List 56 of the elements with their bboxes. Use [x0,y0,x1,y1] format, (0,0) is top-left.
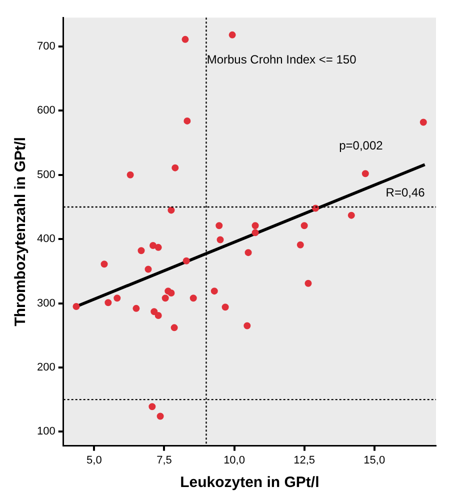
point [132,304,140,312]
x-tick-label: 7,5 [156,454,172,466]
annotation: Morbus Crohn Index <= 150 [206,52,357,67]
x-axis-title: Leukozyten in GPt/l [180,474,320,492]
point [252,229,259,236]
point [150,308,158,316]
point [72,302,80,310]
point [300,222,308,230]
point [150,242,157,250]
y-tick-label: 700 [36,40,56,53]
point [348,212,355,219]
y-tick-label: 600 [36,104,56,117]
point [228,31,236,38]
point [168,290,175,297]
y-tick-label: 400 [36,233,56,246]
x-tick-label: 12,5 [294,454,316,466]
point [190,294,197,302]
point [148,403,156,410]
point [100,260,108,268]
point [154,244,162,251]
point [138,247,145,254]
point [126,171,134,178]
point [154,312,162,319]
point [222,304,229,311]
point [162,294,169,302]
point [210,288,218,295]
point [184,117,191,124]
point [182,257,190,264]
point [216,222,223,230]
annotation: p=0,002 [339,138,384,152]
point [104,299,112,306]
x-tick-label: 5,0 [86,454,102,466]
y-tick-label: 300 [36,297,56,310]
point [144,266,152,273]
x-tick-label: 10,0 [224,454,245,466]
point [114,294,121,302]
y-tick-label: 100 [36,426,56,438]
point [362,170,369,178]
point [312,204,320,212]
point [244,322,251,330]
point [172,164,179,172]
point [216,236,224,244]
point [170,324,178,332]
point [156,412,164,420]
point [296,241,304,248]
point [304,280,312,287]
x-tick-label: 15,0 [364,454,386,466]
y-axis-title: Thrombozytenzahl in GPt/l [12,137,30,326]
point [252,222,259,230]
point [168,206,175,214]
point [244,249,252,256]
y-tick-label: 200 [36,362,56,374]
y-tick-label: 500 [36,168,56,181]
annotation: R=0,46 [386,185,426,200]
point [182,36,189,43]
point [420,118,427,126]
